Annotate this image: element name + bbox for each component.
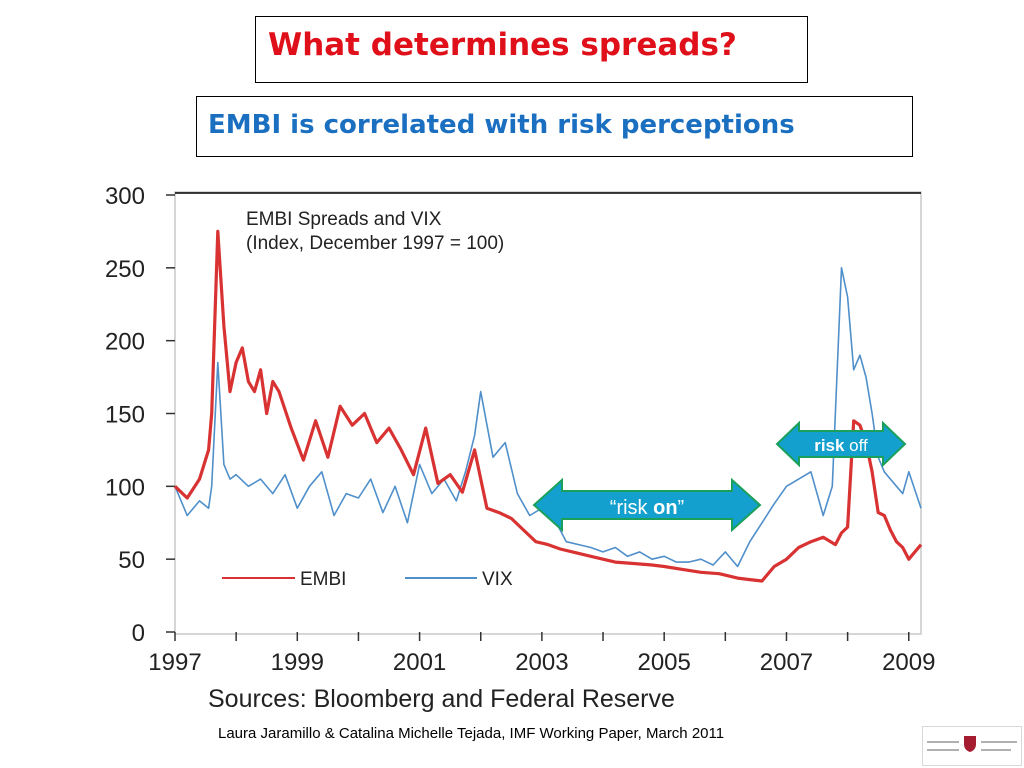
risk-off-arrow: risk off (775, 420, 907, 468)
x-tick-label: 2005 (637, 649, 690, 676)
risk-on-arrow-shape (532, 477, 762, 533)
y-tick-label: 50 (118, 547, 145, 574)
y-tick-label: 100 (105, 474, 145, 501)
series-line-embi (173, 229, 923, 583)
y-tick-label: 250 (105, 256, 145, 283)
risk-off-label: risk off (814, 436, 868, 455)
x-tick-label: 1999 (271, 649, 324, 676)
series-line-vix (174, 266, 922, 568)
y-tick-label: 0 (132, 620, 145, 647)
slide-subtitle: EMBI is correlated with risk perceptions (208, 110, 795, 140)
legend-vix-label: VIX (482, 569, 513, 590)
chart-title: EMBI Spreads and VIX (246, 209, 442, 230)
risk-on-arrow: “risk on” (532, 477, 762, 533)
x-tick-label: 2007 (760, 649, 813, 676)
citation-footer: Laura Jaramillo & Catalina Michelle Teja… (218, 725, 725, 742)
series-layer (173, 229, 923, 583)
risk-on-label: “risk on” (610, 497, 684, 519)
x-tick-label: 2009 (882, 649, 935, 676)
shield-icon (964, 736, 976, 752)
subtitle-box: EMBI is correlated with risk perceptions (196, 96, 913, 157)
title-box: What determines spreads? (255, 16, 808, 83)
y-axis: 0 50 100 150 200 250 300 (105, 183, 175, 647)
x-tick-label: 2003 (515, 649, 568, 676)
harvard-kennedy-school-logo (922, 726, 1022, 766)
chart-subtitle: (Index, December 1997 = 100) (246, 233, 504, 254)
y-tick-label: 150 (105, 402, 145, 429)
y-tick-label: 300 (105, 183, 145, 210)
y-tick-label: 200 (105, 329, 145, 356)
legend-embi-label: EMBI (300, 569, 346, 590)
risk-off-arrow-shape (775, 420, 907, 468)
x-tick-label: 1997 (148, 649, 201, 676)
slide-title: What determines spreads? (268, 27, 737, 63)
x-axis: 1997 1999 2001 2003 2005 2007 2009 (148, 632, 935, 676)
chart-source: Sources: Bloomberg and Federal Reserve (208, 685, 675, 713)
x-tick-label: 2001 (393, 649, 446, 676)
plot-frame (174, 191, 922, 635)
legend: EMBI VIX (222, 569, 513, 590)
